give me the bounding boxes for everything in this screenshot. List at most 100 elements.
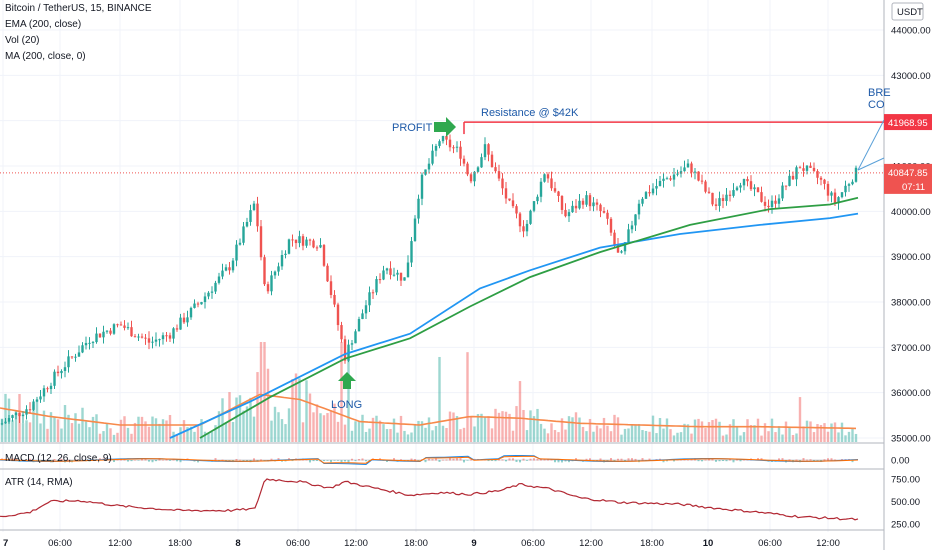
macd-hist-bar xyxy=(550,459,553,461)
macd-hist-bar xyxy=(788,459,791,461)
macd-hist-bar xyxy=(795,459,798,461)
volume-bar xyxy=(774,432,777,442)
volume-bar xyxy=(476,414,480,442)
candle-body xyxy=(599,204,602,212)
candle-body xyxy=(284,253,287,256)
volume-bar xyxy=(291,379,294,442)
volume-bar xyxy=(4,393,7,442)
breakout-line xyxy=(857,119,885,171)
volume-bar xyxy=(11,420,14,442)
candle-body xyxy=(130,327,133,337)
candle-body xyxy=(333,294,336,305)
symbol-title[interactable]: Bitcoin / TetherUS, 15, BINANCE xyxy=(5,3,152,14)
macd-hist-bar xyxy=(354,460,357,462)
macd-hist-bar xyxy=(323,460,325,462)
time-tick-label: 8 xyxy=(235,538,240,549)
volume-bar xyxy=(140,416,144,442)
candle-body xyxy=(427,163,431,170)
volume-bar xyxy=(560,418,564,442)
candle-body xyxy=(266,284,270,292)
candle-body xyxy=(508,198,511,201)
volume-bar xyxy=(238,395,242,442)
candle-body xyxy=(245,221,249,227)
volume-bar xyxy=(623,428,627,442)
volume-bar xyxy=(119,419,123,442)
candle-body xyxy=(382,270,385,280)
volume-bar xyxy=(60,428,63,442)
candle-body xyxy=(518,213,522,227)
volume-bar xyxy=(781,434,784,442)
macd-hist-bar xyxy=(337,460,339,461)
candle-body xyxy=(777,198,781,204)
candle-body xyxy=(277,266,280,272)
macd-hist-bar xyxy=(505,460,507,462)
macd-hist-bar xyxy=(673,460,675,462)
time-tick-label: 06:00 xyxy=(286,538,310,549)
macd-hist-bar xyxy=(599,458,602,461)
volume-bar xyxy=(25,420,28,442)
macd-hist-bar xyxy=(508,458,511,461)
currency-label: USDT xyxy=(897,7,923,18)
candle-body xyxy=(746,179,749,182)
candle-body xyxy=(830,192,833,196)
volume-bar xyxy=(368,428,371,442)
candle-body xyxy=(445,135,448,140)
candle-body xyxy=(210,291,214,293)
long-arrow-icon xyxy=(338,372,356,389)
volume-bar xyxy=(32,404,35,442)
volume-bar xyxy=(672,435,676,442)
volume-bar xyxy=(630,425,634,442)
legend-ma[interactable]: MA (200, close, 0) xyxy=(5,51,86,62)
candle-body xyxy=(291,239,294,241)
macd-hist-bar xyxy=(134,459,136,461)
candle-body xyxy=(287,239,291,254)
volume-bar xyxy=(697,418,700,442)
volume-bar xyxy=(529,410,532,442)
macd-hist-bar xyxy=(221,459,224,461)
volume-bar xyxy=(823,423,826,442)
candle-body xyxy=(413,218,417,242)
candle-body xyxy=(760,192,763,202)
candle-body xyxy=(655,186,658,189)
macd-hist-bar xyxy=(830,458,833,461)
volume-bar xyxy=(788,427,791,442)
volume-bar xyxy=(203,431,207,442)
candle-body xyxy=(95,333,98,343)
candle-body xyxy=(301,236,305,246)
volume-bar xyxy=(676,432,679,442)
volume-bar xyxy=(417,420,420,442)
candle-body xyxy=(329,281,333,295)
candle-body xyxy=(431,150,434,164)
candle-body xyxy=(620,251,623,253)
legend-volume[interactable]: Vol (20) xyxy=(5,35,40,46)
macd-hist-bar xyxy=(816,460,819,461)
candle-body xyxy=(536,196,539,202)
macd-hist-bar xyxy=(197,460,199,463)
macd-hist-bar xyxy=(431,459,434,461)
macd-hist-bar xyxy=(253,458,255,461)
candle-body xyxy=(441,135,445,142)
legend-ema[interactable]: EMA (200, close) xyxy=(5,19,82,30)
volume-bar xyxy=(392,418,396,442)
macd-hist-bar xyxy=(543,458,546,461)
macd-hist-bar xyxy=(701,460,703,462)
candle-body xyxy=(564,209,567,217)
volume-bar xyxy=(420,421,424,442)
volume-bar xyxy=(648,431,651,442)
volume-bar xyxy=(252,416,256,442)
candle-body xyxy=(123,325,126,328)
macd-hist-bar xyxy=(617,458,619,461)
macd-hist-bar xyxy=(554,460,556,463)
candle-body xyxy=(585,195,588,205)
macd-hist-bar xyxy=(781,458,784,461)
price-tick-label: 39000.00 xyxy=(891,252,931,263)
volume-bar xyxy=(0,418,4,442)
macd-hist-bar xyxy=(690,459,693,461)
candle-body xyxy=(774,200,777,204)
volume-bar xyxy=(609,431,613,442)
candle-body xyxy=(42,388,46,397)
time-tick-label: 10 xyxy=(703,538,714,549)
candle-body xyxy=(662,178,665,181)
volume-bar xyxy=(567,416,571,442)
